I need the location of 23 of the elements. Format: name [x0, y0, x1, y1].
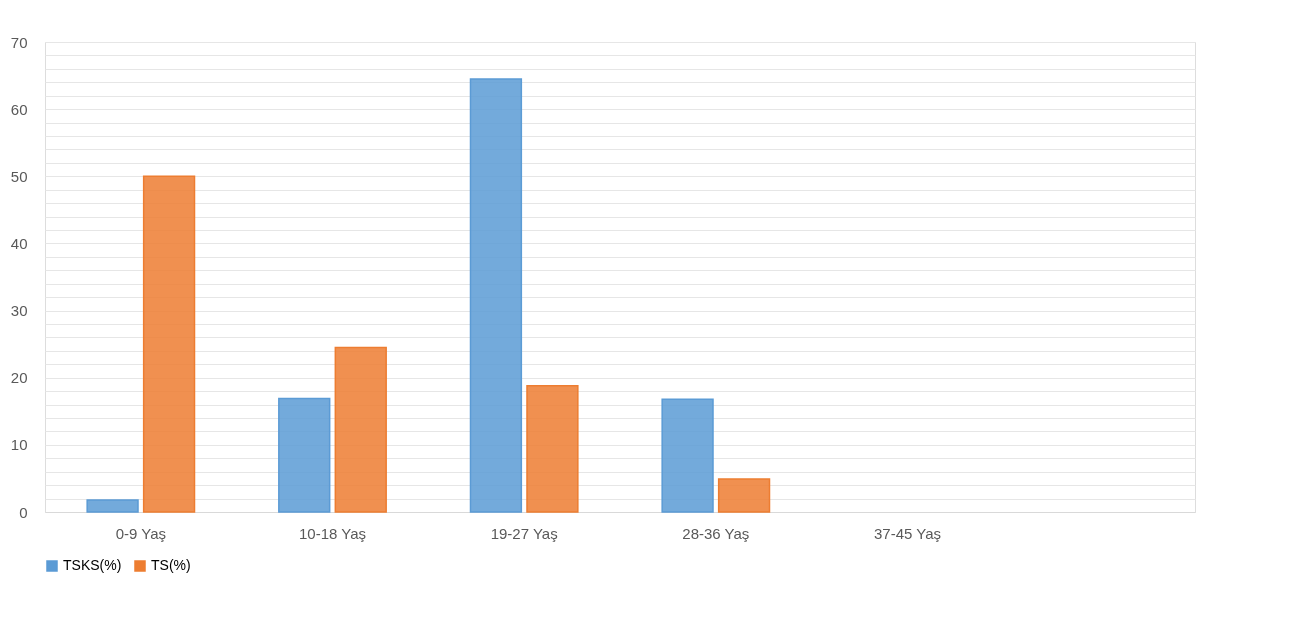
- legend-label: TSKS(%): [63, 557, 122, 573]
- y-tick-label: 40: [10, 234, 28, 252]
- y-tick-label: 70: [10, 33, 28, 51]
- y-tick-label: 20: [10, 369, 28, 387]
- x-tick-label: 28-36 Yaş: [682, 524, 750, 542]
- y-tick-label: 60: [10, 100, 28, 118]
- y-tick-label: 30: [10, 302, 28, 320]
- bar: [86, 499, 139, 513]
- bar: [142, 175, 196, 513]
- bar: [526, 385, 579, 513]
- bar: [469, 78, 523, 513]
- bar: [334, 346, 387, 513]
- legend-label: TS(%): [151, 557, 191, 573]
- y-tick-label: 0: [19, 503, 28, 521]
- x-tick-label: 37-45 Yaş: [874, 524, 941, 542]
- y-tick-label: 50: [10, 167, 28, 185]
- x-tick-label: 10-18 Yaş: [299, 524, 366, 542]
- bar: [661, 398, 714, 513]
- bar: [278, 397, 331, 513]
- bar: [717, 478, 771, 513]
- x-tick-label: 19-27 Yaş: [490, 524, 558, 542]
- y-tick-label: 10: [10, 436, 28, 454]
- x-tick-label: 0-9 Yaş: [115, 524, 166, 542]
